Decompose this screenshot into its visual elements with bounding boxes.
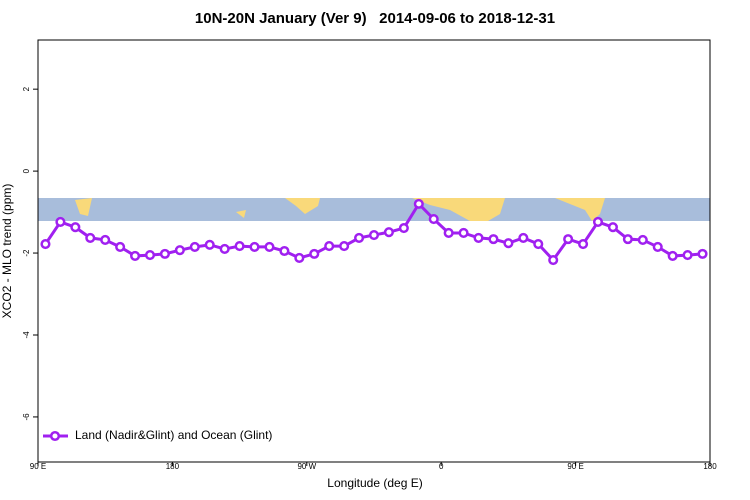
point bbox=[264, 241, 275, 252]
point bbox=[667, 250, 678, 261]
y-tick-label: 0 bbox=[22, 168, 31, 173]
point bbox=[309, 248, 320, 259]
point bbox=[339, 241, 350, 252]
y-tick-label: -2 bbox=[22, 249, 31, 257]
point bbox=[383, 227, 394, 238]
point bbox=[130, 250, 141, 261]
x-tick-label: 90 E bbox=[30, 462, 46, 471]
point bbox=[40, 238, 51, 250]
point bbox=[488, 234, 499, 245]
point bbox=[473, 232, 484, 243]
legend-swatch-point bbox=[49, 430, 61, 442]
x-axis-label: Longitude (deg E) bbox=[327, 476, 422, 490]
point bbox=[249, 241, 260, 252]
point bbox=[368, 229, 380, 241]
y-tick-label: -6 bbox=[22, 413, 31, 421]
point bbox=[458, 227, 469, 239]
x-tick-label: 90 W bbox=[297, 462, 316, 471]
map-band bbox=[38, 198, 710, 221]
point bbox=[219, 243, 230, 255]
land bbox=[75, 198, 92, 216]
point bbox=[697, 248, 708, 259]
point bbox=[55, 216, 66, 227]
point bbox=[234, 241, 245, 252]
point bbox=[100, 234, 111, 245]
y-tick-label: -4 bbox=[22, 331, 31, 339]
x-tick-label: 180 bbox=[703, 462, 717, 471]
point bbox=[518, 232, 529, 243]
plot-frame bbox=[37, 39, 711, 463]
point bbox=[70, 222, 81, 233]
point bbox=[144, 250, 156, 261]
y-tick-label: 2 bbox=[22, 86, 31, 91]
point bbox=[159, 248, 170, 259]
point bbox=[189, 241, 200, 252]
point bbox=[279, 245, 290, 257]
point bbox=[115, 241, 126, 252]
point bbox=[652, 241, 663, 252]
point bbox=[204, 239, 215, 250]
point bbox=[607, 222, 618, 233]
point bbox=[578, 238, 589, 250]
land bbox=[285, 198, 320, 214]
point bbox=[622, 234, 633, 245]
point bbox=[592, 216, 604, 227]
point bbox=[682, 250, 693, 261]
point bbox=[533, 238, 544, 250]
point bbox=[413, 198, 424, 209]
ocean-band bbox=[38, 198, 710, 221]
point bbox=[548, 254, 559, 266]
point bbox=[174, 245, 185, 256]
land bbox=[412, 198, 505, 221]
point bbox=[443, 227, 454, 239]
point bbox=[428, 213, 439, 225]
point bbox=[503, 238, 514, 249]
x-tick-label: 0 bbox=[439, 462, 444, 471]
point bbox=[563, 234, 574, 245]
point bbox=[398, 223, 409, 234]
point bbox=[637, 234, 648, 245]
land bbox=[236, 210, 246, 218]
chart-title: 10N-20N January (Ver 9) 2014-09-06 to 20… bbox=[195, 10, 555, 27]
legend-label: Land (Nadir&Glint) and Ocean (Glint) bbox=[75, 428, 272, 442]
point bbox=[294, 252, 305, 264]
x-tick-label: 180 bbox=[166, 462, 180, 471]
y-axis-label: XCO2 - MLO trend (ppm) bbox=[0, 184, 14, 319]
x-tick-label: 90 E bbox=[567, 462, 583, 471]
point bbox=[324, 241, 335, 252]
point bbox=[85, 232, 96, 243]
point bbox=[354, 232, 365, 243]
land bbox=[555, 198, 605, 221]
